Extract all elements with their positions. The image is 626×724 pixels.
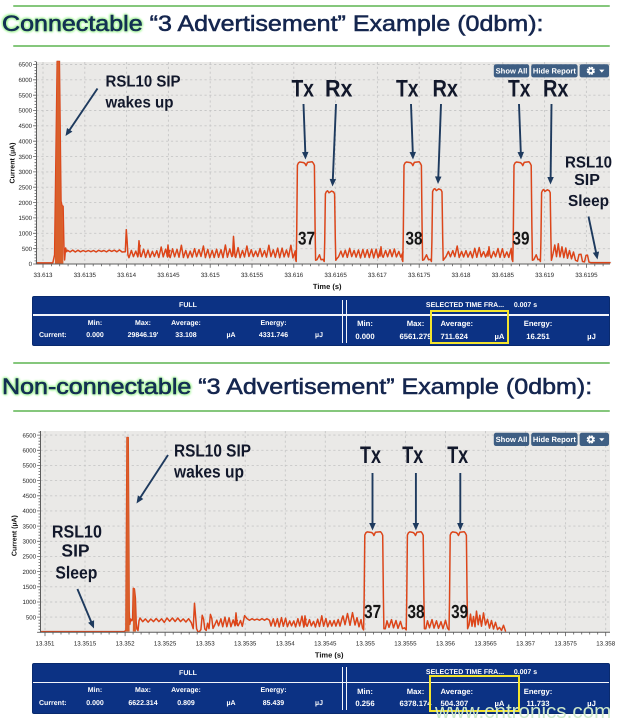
svg-text:5500: 5500 (18, 92, 32, 99)
svg-text:33.6155: 33.6155 (241, 272, 264, 279)
svg-text:6000: 6000 (18, 77, 32, 84)
svg-text:2500: 2500 (18, 184, 32, 191)
svg-text:Sleep: Sleep (568, 193, 609, 210)
svg-text:Tx: Tx (360, 442, 381, 469)
svg-text:6500: 6500 (22, 432, 36, 439)
svg-text:wakes up: wakes up (105, 95, 174, 112)
svg-text:RSL10 SIP: RSL10 SIP (106, 74, 181, 91)
svg-text:2000: 2000 (22, 569, 36, 576)
svg-text:13.3535: 13.3535 (234, 640, 257, 647)
svg-text:Time (s): Time (s) (313, 282, 342, 291)
svg-text:33.616: 33.616 (284, 272, 303, 279)
svg-text:13.357: 13.357 (516, 640, 535, 647)
svg-text:13.3565: 13.3565 (474, 640, 497, 647)
svg-text:1500: 1500 (18, 215, 32, 222)
svg-text:13.352: 13.352 (116, 640, 135, 647)
svg-text:13.3525: 13.3525 (154, 640, 177, 647)
svg-text:33.618: 33.618 (452, 272, 471, 279)
svg-text:33.6165: 33.6165 (324, 272, 347, 279)
svg-text:33.613: 33.613 (34, 272, 53, 279)
svg-text:33.614: 33.614 (117, 272, 136, 279)
svg-text:3500: 3500 (22, 523, 36, 530)
svg-text:38: 38 (408, 602, 425, 623)
svg-text:wakes up: wakes up (173, 462, 244, 482)
svg-text:Tx: Tx (447, 442, 468, 469)
svg-text:4500: 4500 (22, 493, 36, 500)
svg-text:33.6145: 33.6145 (157, 272, 180, 279)
svg-text:RSL10 SIP: RSL10 SIP (174, 441, 251, 461)
svg-text:SIP: SIP (574, 172, 600, 189)
svg-text:3000: 3000 (22, 539, 36, 546)
svg-text:Time (s): Time (s) (315, 650, 344, 659)
svg-text:13.3575: 13.3575 (554, 640, 577, 647)
svg-text:Tx: Tx (292, 76, 315, 103)
svg-text:5500: 5500 (22, 463, 36, 470)
svg-text:1500: 1500 (22, 584, 36, 591)
svg-text:13.3555: 13.3555 (394, 640, 417, 647)
svg-text:2500: 2500 (22, 554, 36, 561)
svg-text:39: 39 (451, 602, 468, 623)
svg-text:13.358: 13.358 (596, 640, 615, 647)
svg-text:13.3515: 13.3515 (74, 640, 97, 647)
svg-text:39: 39 (513, 228, 530, 249)
svg-text:13.3545: 13.3545 (314, 640, 337, 647)
svg-text:6000: 6000 (22, 448, 36, 455)
svg-text:6500: 6500 (18, 62, 32, 69)
svg-text:37: 37 (364, 602, 381, 623)
svg-text:33.617: 33.617 (368, 272, 387, 279)
svg-text:13.354: 13.354 (276, 640, 295, 647)
svg-text:RSL10: RSL10 (565, 155, 612, 172)
svg-text:33.6175: 33.6175 (408, 272, 431, 279)
svg-text:3500: 3500 (18, 154, 32, 161)
svg-text:4500: 4500 (18, 123, 32, 130)
svg-text:13.351: 13.351 (36, 640, 55, 647)
svg-text:13.356: 13.356 (436, 640, 455, 647)
svg-text:Tx: Tx (402, 442, 423, 469)
svg-text:1000: 1000 (18, 231, 32, 238)
svg-text:1000: 1000 (22, 599, 36, 606)
svg-text:2000: 2000 (18, 200, 32, 207)
svg-text:33.615: 33.615 (201, 272, 220, 279)
svg-text:33.6195: 33.6195 (575, 272, 598, 279)
svg-text:33.619: 33.619 (535, 272, 554, 279)
svg-text:SIP: SIP (61, 541, 90, 561)
svg-text:500: 500 (26, 614, 37, 621)
svg-text:Show All: Show All (496, 66, 528, 75)
svg-text:5000: 5000 (18, 108, 32, 115)
svg-text:500: 500 (22, 246, 33, 253)
svg-text:13.353: 13.353 (196, 640, 215, 647)
svg-text:Rx: Rx (543, 76, 569, 103)
svg-text:38: 38 (406, 228, 423, 249)
svg-text:4000: 4000 (22, 508, 36, 515)
svg-text:Show All: Show All (496, 435, 528, 444)
svg-text:33.6135: 33.6135 (74, 272, 97, 279)
svg-text:13.355: 13.355 (356, 640, 375, 647)
svg-text:0: 0 (29, 261, 33, 268)
svg-text:Current (µA): Current (µA) (9, 143, 17, 184)
svg-text:3000: 3000 (18, 169, 32, 176)
svg-text:Sleep: Sleep (55, 563, 97, 583)
svg-text:37: 37 (298, 228, 315, 249)
svg-text:Hide Report: Hide Report (533, 435, 577, 444)
svg-text:Rx: Rx (433, 76, 459, 103)
svg-text:Rx: Rx (325, 76, 353, 103)
svg-text:Hide Report: Hide Report (533, 66, 577, 75)
svg-text:5000: 5000 (22, 478, 36, 485)
svg-text:Tx: Tx (508, 76, 531, 103)
svg-text:RSL10: RSL10 (52, 522, 102, 542)
svg-text:Tx: Tx (396, 76, 419, 103)
svg-text:Current (µA): Current (µA) (11, 515, 19, 556)
svg-text:33.6185: 33.6185 (492, 272, 515, 279)
svg-text:4000: 4000 (18, 138, 32, 145)
